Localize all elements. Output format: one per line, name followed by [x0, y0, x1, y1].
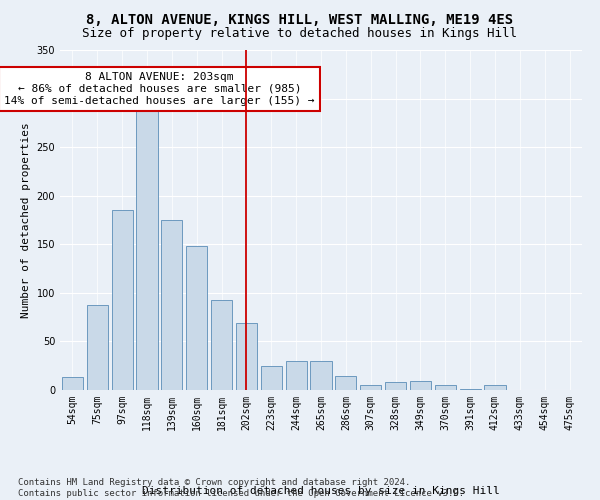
- Bar: [460, 389, 481, 390]
- Bar: [87, 304, 108, 390]
- Bar: [112, 210, 133, 390]
- Text: Size of property relative to detached houses in Kings Hill: Size of property relative to detached ho…: [83, 28, 517, 40]
- Bar: [136, 110, 158, 390]
- Bar: [435, 385, 456, 390]
- Y-axis label: Number of detached properties: Number of detached properties: [21, 122, 31, 318]
- Bar: [360, 385, 381, 390]
- Text: Contains HM Land Registry data © Crown copyright and database right 2024.
Contai: Contains HM Land Registry data © Crown c…: [18, 478, 464, 498]
- Bar: [236, 323, 257, 390]
- Bar: [286, 361, 307, 390]
- Bar: [161, 220, 182, 390]
- Bar: [261, 366, 282, 390]
- Bar: [335, 376, 356, 390]
- Text: 8 ALTON AVENUE: 203sqm
← 86% of detached houses are smaller (985)
14% of semi-de: 8 ALTON AVENUE: 203sqm ← 86% of detached…: [4, 72, 314, 106]
- Bar: [310, 361, 332, 390]
- Bar: [484, 385, 506, 390]
- Bar: [186, 246, 207, 390]
- X-axis label: Distribution of detached houses by size in Kings Hill: Distribution of detached houses by size …: [142, 486, 500, 496]
- Bar: [211, 300, 232, 390]
- Bar: [385, 382, 406, 390]
- Bar: [410, 382, 431, 390]
- Bar: [62, 378, 83, 390]
- Text: 8, ALTON AVENUE, KINGS HILL, WEST MALLING, ME19 4ES: 8, ALTON AVENUE, KINGS HILL, WEST MALLIN…: [86, 12, 514, 26]
